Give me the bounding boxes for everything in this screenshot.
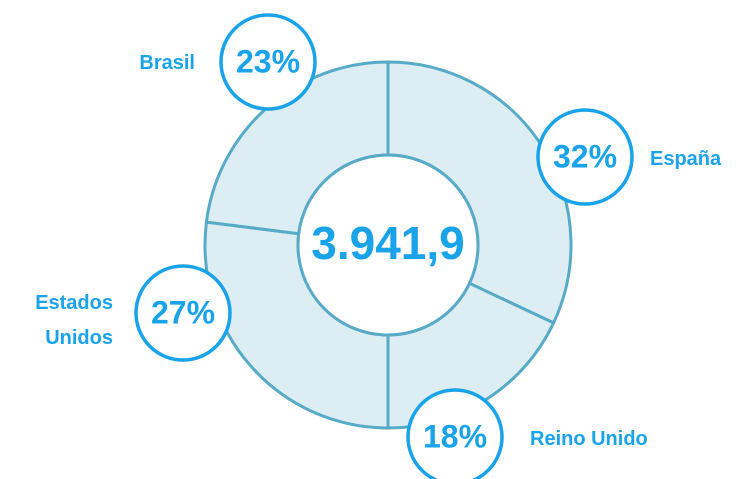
category-label: Estados Unidos <box>35 292 113 349</box>
center-value: 3.941,9 <box>311 217 464 269</box>
value-label: 27% <box>151 294 215 330</box>
value-label: 23% <box>236 43 300 79</box>
value-label: 18% <box>423 418 487 454</box>
value-badge <box>536 108 634 206</box>
value-label: 32% <box>553 138 617 174</box>
category-label: España <box>650 148 722 170</box>
value-badge <box>134 264 232 362</box>
value-badge <box>406 388 504 479</box>
value-badge <box>219 13 317 111</box>
center-circle <box>296 153 480 337</box>
category-label: Brasil <box>139 52 195 74</box>
category-label: Reino Unido <box>530 428 648 450</box>
